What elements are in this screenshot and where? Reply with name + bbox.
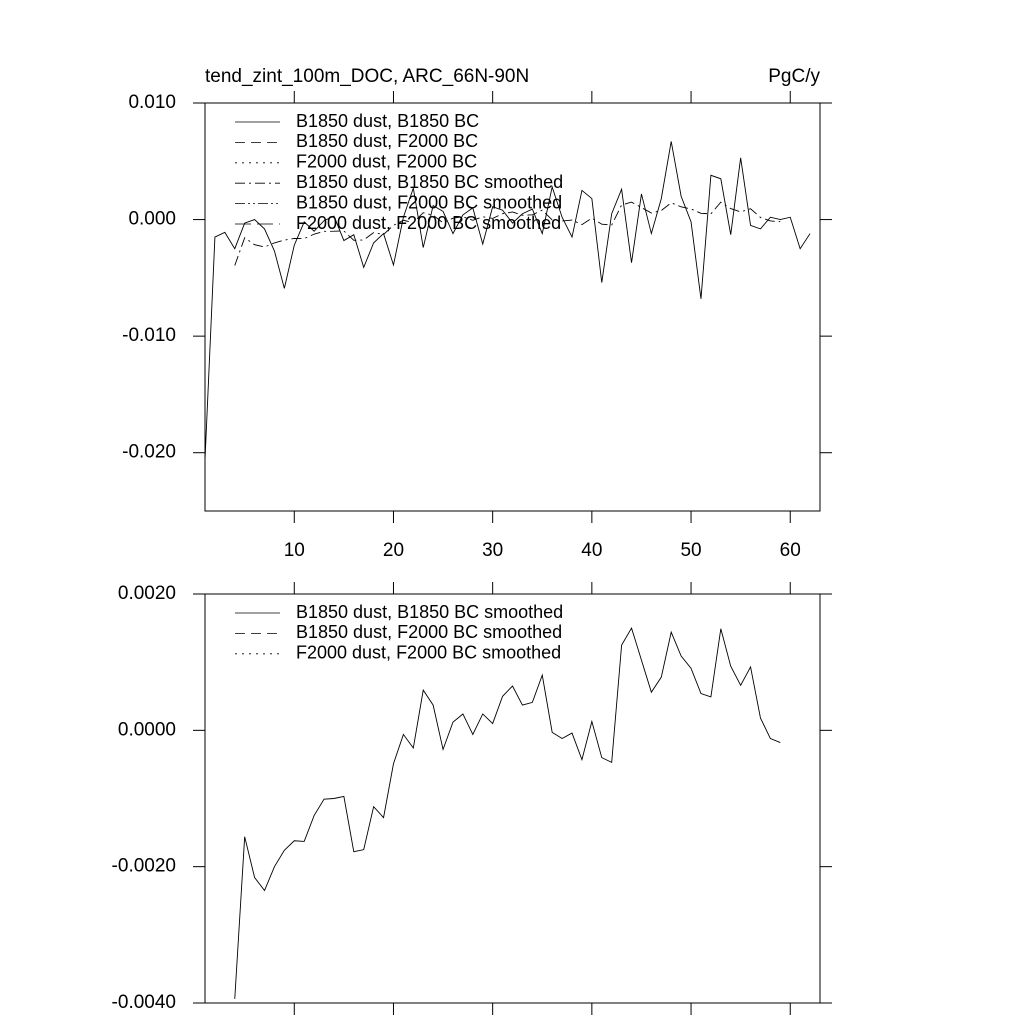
y-tick-label: 0.010	[128, 92, 176, 113]
legend-label: B1850 dust, B1850 BC smoothed	[296, 602, 563, 622]
legend-label: B1850 dust, B1850 BC smoothed	[296, 172, 563, 192]
x-tick-label: 10	[284, 540, 305, 561]
y-tick-label: 0.0000	[118, 719, 176, 740]
x-tick-label: 40	[581, 540, 602, 561]
series-line	[234, 201, 781, 266]
legend-label: B1850 dust, F2000 BC	[296, 131, 478, 151]
y-tick-label: -0.0020	[112, 856, 176, 877]
y-tick-label: -0.0040	[112, 992, 176, 1013]
x-tick-label: 30	[482, 540, 503, 561]
y-tick-label: 0.000	[128, 209, 176, 230]
legend-label: B1850 dust, B1850 BC	[296, 111, 479, 131]
legend-label: F2000 dust, F2000 BC	[296, 152, 477, 172]
unit-label: PgC/y	[768, 66, 820, 87]
series-line	[234, 626, 781, 999]
x-tick-label: 50	[680, 540, 701, 561]
x-tick-label: 20	[383, 540, 404, 561]
legend-label: F2000 dust, F2000 BC smoothed	[296, 213, 561, 233]
legend-label: B1850 dust, F2000 BC smoothed	[296, 192, 562, 212]
y-tick-label: 0.0020	[118, 583, 176, 604]
chart-title: tend_zint_100m_DOC, ARC_66N-90N	[205, 66, 529, 87]
x-tick-label: 60	[780, 540, 801, 561]
y-tick-label: -0.010	[122, 325, 176, 346]
legend-label: B1850 dust, F2000 BC smoothed	[296, 622, 562, 642]
y-tick-label: -0.020	[122, 442, 176, 463]
legend-label: F2000 dust, F2000 BC smoothed	[296, 643, 561, 663]
plot-frame	[204, 102, 821, 512]
series-line	[204, 141, 811, 460]
plot-frame	[204, 593, 821, 1004]
